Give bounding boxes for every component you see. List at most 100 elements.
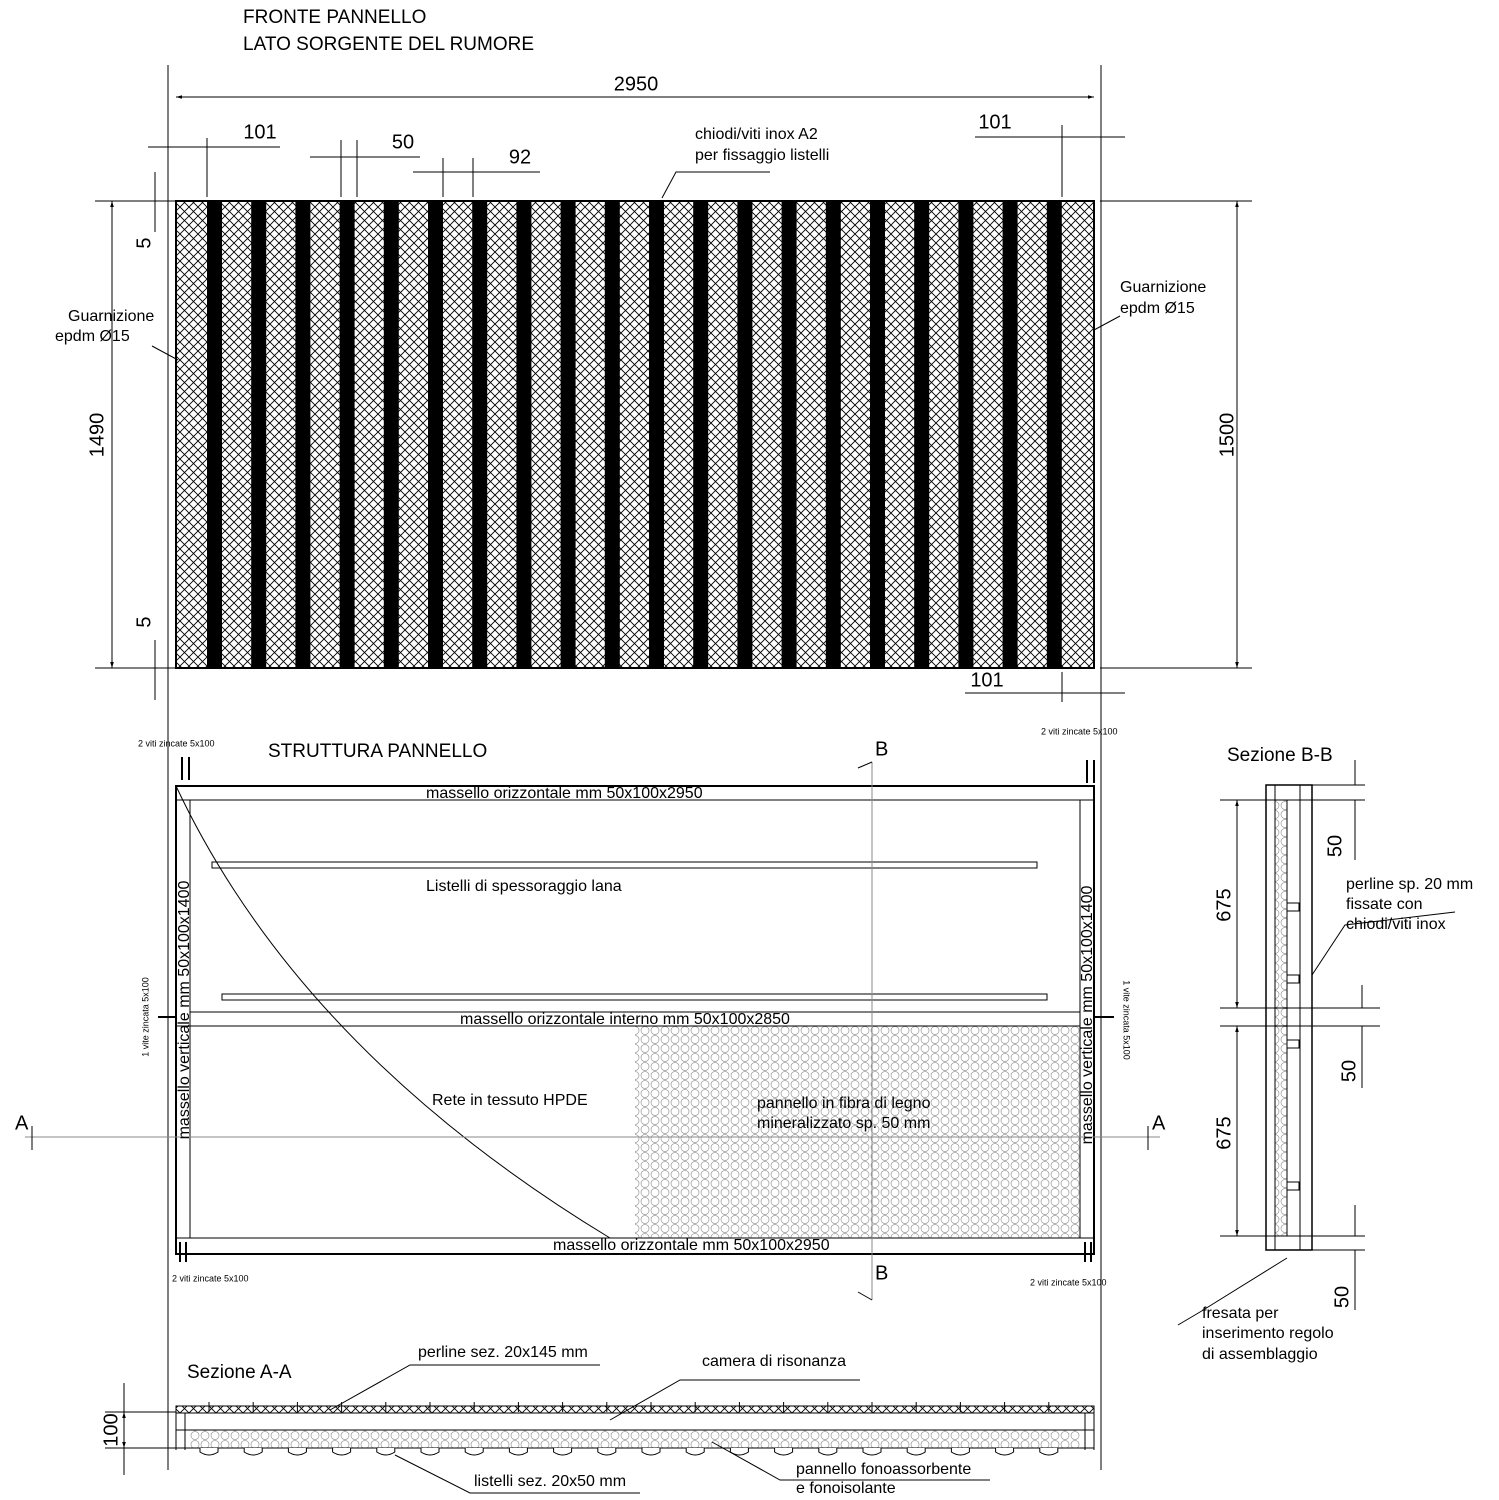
note: epdm Ø15 [55,328,130,345]
section-mark: B [875,738,888,760]
note: per fissaggio listelli [695,147,829,164]
batten [1287,902,1300,1191]
section-mark: B [875,1262,888,1284]
dimension: 50 [392,131,414,153]
dimension: 50 [1338,1060,1360,1082]
slat [958,202,974,667]
extension-line [105,1383,176,1475]
mesh-area [175,785,612,1239]
dimension: 5 [133,616,155,627]
front-panel [175,200,1095,669]
note: perline sez. 20x145 mm [418,1344,588,1361]
note: chiodi/viti inox A2 [695,126,818,143]
slat [737,202,753,667]
slat [914,202,930,667]
title: Sezione B-B [1227,745,1333,766]
screw [158,757,1114,1262]
slat [649,202,664,667]
label: mineralizzato sp. 50 mm [757,1115,930,1132]
dimension: 1500 [1216,413,1238,458]
leader [1093,315,1121,331]
label: Rete in tessuto HPDE [432,1092,588,1109]
slat [560,202,576,667]
slats [207,202,1062,667]
note: camera di risonanza [702,1353,846,1370]
dimension: 50 [1331,1286,1353,1308]
note: perline sp. 20 mm [1346,876,1473,893]
title: LATO SORGENTE DEL RUMORE [243,34,534,55]
batten [774,1448,794,1456]
leader [661,171,770,199]
screw-note: 1 vite zincata 5x100 [1122,980,1132,1060]
label: Listelli di spessoraggio lana [426,878,622,895]
note: e fonoisolante [796,1480,896,1497]
dimension: 675 [1213,1116,1235,1149]
batten [553,1448,573,1456]
title: STRUTTURA PANNELLO [268,741,487,762]
note: fresata per [1202,1305,1279,1322]
note: fissate con [1346,896,1422,913]
label: pannello in fibra di legno [757,1095,931,1112]
dimension-line [1354,760,1363,1310]
leader [1311,911,1456,976]
batten [376,1448,396,1456]
slat [1046,202,1062,667]
batten [597,1448,617,1456]
extension-line [1220,784,1380,1251]
leader [1177,1257,1288,1326]
note: Guarnizione [1120,279,1206,296]
batten [641,1448,661,1456]
leader [609,1379,860,1421]
board-area [635,1026,1080,1238]
batten [211,861,1038,869]
slat [428,202,443,667]
frame [175,785,1095,1255]
screw-note: 2 viti zincate 5x100 [1041,726,1118,736]
slat [693,202,709,667]
batten [995,1448,1015,1456]
slat [383,202,399,667]
dimension: 92 [509,146,531,168]
batten [243,1448,263,1456]
section-mark: A [1152,1112,1166,1134]
slat [604,202,620,667]
panel-section [190,1430,1080,1448]
section-detail [175,1406,1095,1450]
batten [950,1448,970,1456]
title: FRONTE PANNELLO [243,7,426,28]
batten [221,993,1048,1001]
section-mark: A [15,1112,29,1134]
boards-section [175,1405,1095,1414]
label: massello verticale mm 50x100x1400 [176,881,193,1140]
section-detail [1266,785,1312,1250]
dimension: 5 [133,237,155,248]
slat [781,202,797,667]
dimension: 100 [100,1413,122,1446]
batten [199,1448,219,1456]
batten [818,1448,838,1456]
label: massello orizzontale mm 50x100x2950 [553,1237,830,1254]
dimension: 101 [243,121,276,143]
slat [207,202,222,667]
batten [332,1448,352,1456]
dimension: 50 [1324,835,1346,857]
slat [295,202,311,667]
batten [420,1448,440,1456]
leader [711,1441,990,1481]
label: massello orizzontale mm 50x100x2950 [426,785,703,802]
slat [516,202,532,667]
note: chiodi/viti inox [1346,916,1446,933]
dimension: 675 [1213,888,1235,921]
dimension: 101 [970,669,1003,691]
note: pannello fonoassorbente [796,1461,971,1478]
batten [287,1448,307,1456]
board-section [1275,800,1287,1236]
dimension: 1490 [86,413,108,458]
screw-note: 1 vite zincata 5x100 [140,977,150,1057]
label: massello verticale mm 50x100x1400 [1079,886,1096,1145]
section-arrow [31,761,1149,1301]
screw-note: 2 viti zincate 5x100 [1030,1277,1107,1287]
battens [199,1402,1059,1456]
note: Guarnizione [68,308,154,325]
